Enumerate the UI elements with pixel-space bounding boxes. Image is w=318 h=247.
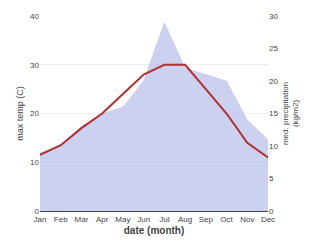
svg-text:5: 5 [269, 174, 274, 183]
svg-text:30: 30 [269, 12, 278, 21]
svg-text:10: 10 [30, 158, 39, 167]
svg-text:Aug: Aug [178, 215, 192, 224]
svg-text:Apr: Apr [96, 215, 109, 224]
svg-text:40: 40 [30, 12, 39, 21]
svg-text:Jan: Jan [34, 215, 47, 224]
svg-text:Oct: Oct [220, 215, 233, 224]
svg-text:med. precipitation(kg/m2): med. precipitation(kg/m2) [281, 82, 300, 145]
svg-text:Jul: Jul [159, 215, 169, 224]
svg-text:Dec: Dec [261, 215, 275, 224]
svg-text:Feb: Feb [54, 215, 68, 224]
svg-text:Sep: Sep [199, 215, 214, 224]
svg-text:15: 15 [269, 109, 278, 118]
svg-text:20: 20 [30, 109, 39, 118]
svg-text:30: 30 [30, 61, 39, 70]
svg-text:Jun: Jun [137, 215, 150, 224]
svg-text:date (month): date (month) [124, 225, 185, 236]
svg-text:25: 25 [269, 44, 278, 53]
svg-text:10: 10 [269, 142, 278, 151]
svg-text:20: 20 [269, 77, 278, 86]
svg-text:Nov: Nov [240, 215, 254, 224]
svg-text:0: 0 [35, 207, 40, 216]
svg-text:May: May [115, 215, 130, 224]
svg-text:Mar: Mar [75, 215, 89, 224]
svg-text:max temp (C): max temp (C) [15, 86, 25, 141]
svg-text:0: 0 [269, 207, 274, 216]
